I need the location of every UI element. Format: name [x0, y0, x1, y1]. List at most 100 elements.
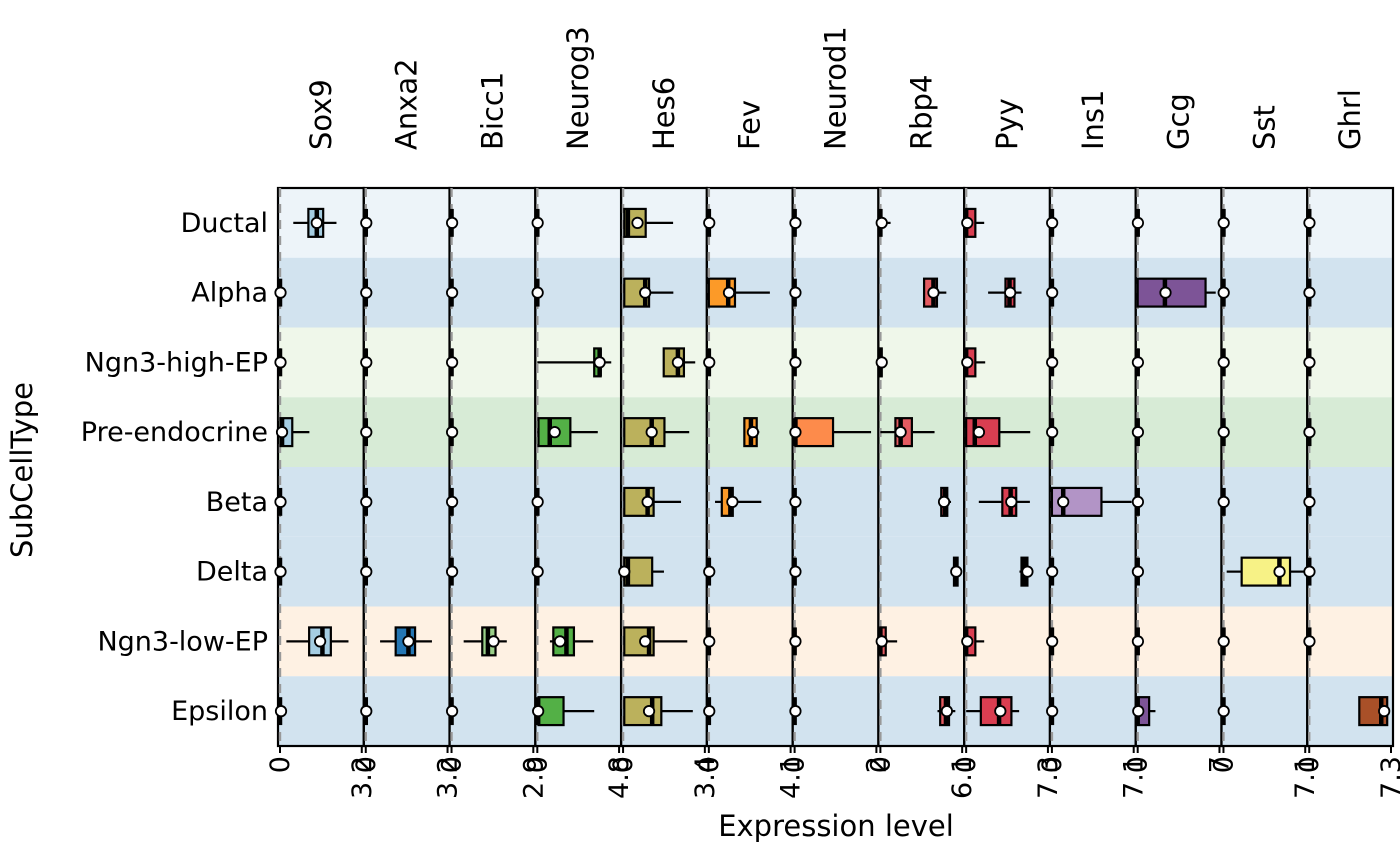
- tick-label: 0: [608, 756, 639, 773]
- box-neurog3-0: [531, 208, 544, 237]
- row-label: Delta: [196, 557, 268, 588]
- row-band: [278, 327, 1393, 398]
- gene-panel-pyy: Pyy 0 7.3: [951, 98, 1064, 799]
- box-mean-point: [1021, 565, 1034, 578]
- box-anxa2-2: [360, 348, 373, 377]
- box-mean-point: [1131, 216, 1145, 229]
- box-mean-point: [274, 356, 287, 369]
- box-mean-point: [1004, 286, 1017, 299]
- box-mean-point: [360, 495, 373, 508]
- box-mean-point: [274, 565, 287, 578]
- box-sst-7: [1217, 697, 1230, 726]
- row-label: Alpha: [191, 278, 268, 309]
- box-mean-point: [1217, 495, 1230, 508]
- box-gcg-2: [1131, 348, 1145, 377]
- box-sst-4: [1217, 487, 1230, 516]
- gene-panel-neurog3: Neurog3 0 4.8: [522, 26, 635, 799]
- box-mean-point: [789, 426, 802, 439]
- box-rbp4-0: [875, 208, 891, 237]
- box-hes6-6: [623, 626, 688, 657]
- box-mean-point: [446, 216, 459, 229]
- box-rbp4-3: [880, 417, 935, 448]
- box-mean-point: [789, 495, 802, 508]
- gene-label: Ghrl: [1333, 89, 1367, 150]
- tick-label: 0: [1123, 756, 1154, 773]
- box-mean-point: [360, 286, 373, 299]
- box-anxa2-6: [380, 626, 432, 657]
- box-mean-point: [703, 356, 716, 369]
- box-mean-point: [994, 705, 1007, 718]
- box-neurog3-5: [531, 557, 544, 586]
- box-ins1-1: [1046, 278, 1059, 307]
- box-mean-point: [1303, 216, 1316, 229]
- box-mean-point: [927, 286, 940, 299]
- box-mean-point: [642, 705, 656, 718]
- box-mean-point: [531, 565, 544, 578]
- box-mean-point: [274, 495, 287, 508]
- box-rbp4-2: [875, 347, 888, 378]
- box-bicc1-0: [446, 208, 459, 237]
- box-ghrl-2: [1303, 348, 1316, 377]
- box-ins1-7: [1046, 697, 1059, 726]
- box-neurod1-4: [789, 487, 802, 516]
- box-mean-point: [487, 635, 500, 648]
- tick-label: 0: [865, 756, 896, 773]
- box-mean-point: [703, 565, 716, 578]
- box-hes6-7: [623, 696, 693, 727]
- row-bands: [278, 188, 1393, 746]
- box-neurog3-2: [537, 347, 612, 378]
- box-mean-point: [671, 356, 685, 369]
- box-mean-point: [789, 565, 802, 578]
- gene-label: Anxa2: [390, 58, 424, 150]
- box-gcg-6: [1131, 627, 1145, 656]
- box-rbp4-4: [937, 486, 952, 517]
- box-sox9-0: [293, 207, 337, 238]
- box-sst-2: [1217, 348, 1230, 377]
- gene-panel-fev: Fev 0 4.1: [694, 100, 807, 799]
- box-mean-point: [746, 426, 760, 439]
- box-ghrl-5: [1303, 557, 1316, 586]
- box-sox9-7: [274, 697, 288, 726]
- box-mean-point: [446, 495, 459, 508]
- gene-label: Neurog3: [561, 26, 595, 150]
- tick-label: 2.9: [518, 756, 549, 799]
- box-bicc1-6: [463, 626, 507, 657]
- box-sst-1: [1217, 278, 1230, 307]
- box-gcg-4: [1131, 487, 1145, 516]
- box-mean-point: [1046, 565, 1059, 578]
- box-mean-point: [1131, 356, 1145, 369]
- tick-label: 0: [265, 756, 296, 773]
- box-mean-point: [1217, 356, 1230, 369]
- box-ins1-6: [1046, 627, 1059, 656]
- row-band: [278, 467, 1393, 537]
- box-mean-point: [446, 426, 459, 439]
- box-gcg-0: [1131, 208, 1145, 237]
- box-neurog3-4: [531, 487, 544, 516]
- box-pyy-5: [1019, 556, 1034, 587]
- box-ins1-0: [1046, 208, 1059, 237]
- box-iqr: [623, 417, 666, 448]
- box-sst-5: [1226, 556, 1304, 587]
- panel-border: [1306, 186, 1395, 748]
- box-mean-point: [274, 705, 288, 718]
- box-bicc1-4: [446, 487, 459, 516]
- box-neurod1-5: [789, 557, 802, 586]
- gene-label: Sox9: [304, 79, 338, 150]
- box-iqr: [623, 696, 663, 727]
- gene-label: Bicc1: [475, 72, 509, 150]
- row-label: Ngn3-low-EP: [97, 626, 268, 657]
- box-mean-point: [402, 635, 415, 648]
- box-mean-point: [532, 705, 545, 718]
- row-labels: Ductal Alpha Ngn3-high-EP Pre-endocrine Beta…: [81, 208, 268, 727]
- box-pyy-1: [988, 277, 1022, 308]
- box-fev-4: [715, 486, 762, 517]
- box-ghrl-0: [1303, 208, 1316, 237]
- box-mean-point: [1303, 426, 1316, 439]
- box-mean-point: [875, 635, 888, 648]
- box-sst-3: [1217, 418, 1230, 447]
- row-label: Beta: [206, 487, 268, 518]
- box-ghrl-1: [1303, 278, 1316, 307]
- box-mean-point: [1217, 635, 1230, 648]
- box-anxa2-0: [360, 208, 373, 237]
- box-rbp4-5: [950, 556, 963, 587]
